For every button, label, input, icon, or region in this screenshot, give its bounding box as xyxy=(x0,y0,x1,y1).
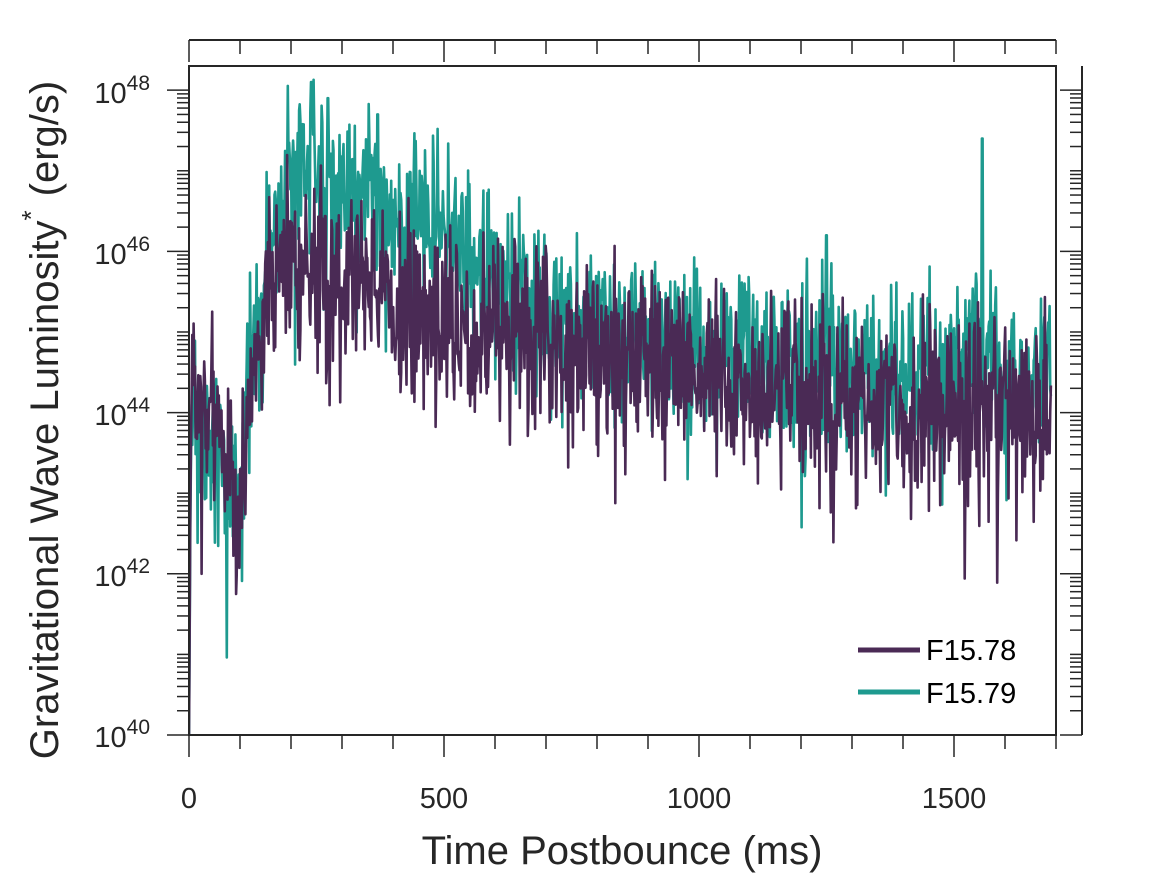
x-tick-label-1500: 1500 xyxy=(922,783,987,815)
x-axis-label: Time Postbounce (ms) xyxy=(422,829,823,873)
series-layer xyxy=(189,78,1053,735)
y-axis-label-main: Gravitational Wave Luminosity xyxy=(23,220,67,759)
y-axis-label: Gravitational Wave Luminosity* (erg/s) xyxy=(16,81,67,759)
y-axis-label-mark: * xyxy=(16,210,46,220)
y-tick-label-48: 1048 xyxy=(94,72,150,110)
ticks-layer xyxy=(167,40,1082,757)
y-tick-label-46: 1046 xyxy=(94,233,150,271)
y-tick-label-44: 1044 xyxy=(94,394,150,432)
legend-label-f1579: F15.79 xyxy=(926,678,1016,710)
series-line-F1579 xyxy=(189,78,1053,735)
legend: F15.78 F15.79 xyxy=(858,635,1016,710)
x-tick-label-500: 500 xyxy=(420,783,468,815)
legend-label-f1578: F15.78 xyxy=(926,635,1016,667)
y-axis-label-unit: (erg/s) xyxy=(23,81,67,197)
x-tick-label-1000: 1000 xyxy=(667,783,732,815)
series-line-F1578 xyxy=(189,153,1053,735)
x-tick-labels: 0 500 1000 1500 xyxy=(181,783,986,815)
x-tick-label-0: 0 xyxy=(181,783,197,815)
y-tick-label-40: 1040 xyxy=(94,716,150,754)
y-tick-label-42: 1042 xyxy=(94,555,150,593)
y-tick-labels: 1040 1042 1044 1046 1048 xyxy=(94,72,150,754)
